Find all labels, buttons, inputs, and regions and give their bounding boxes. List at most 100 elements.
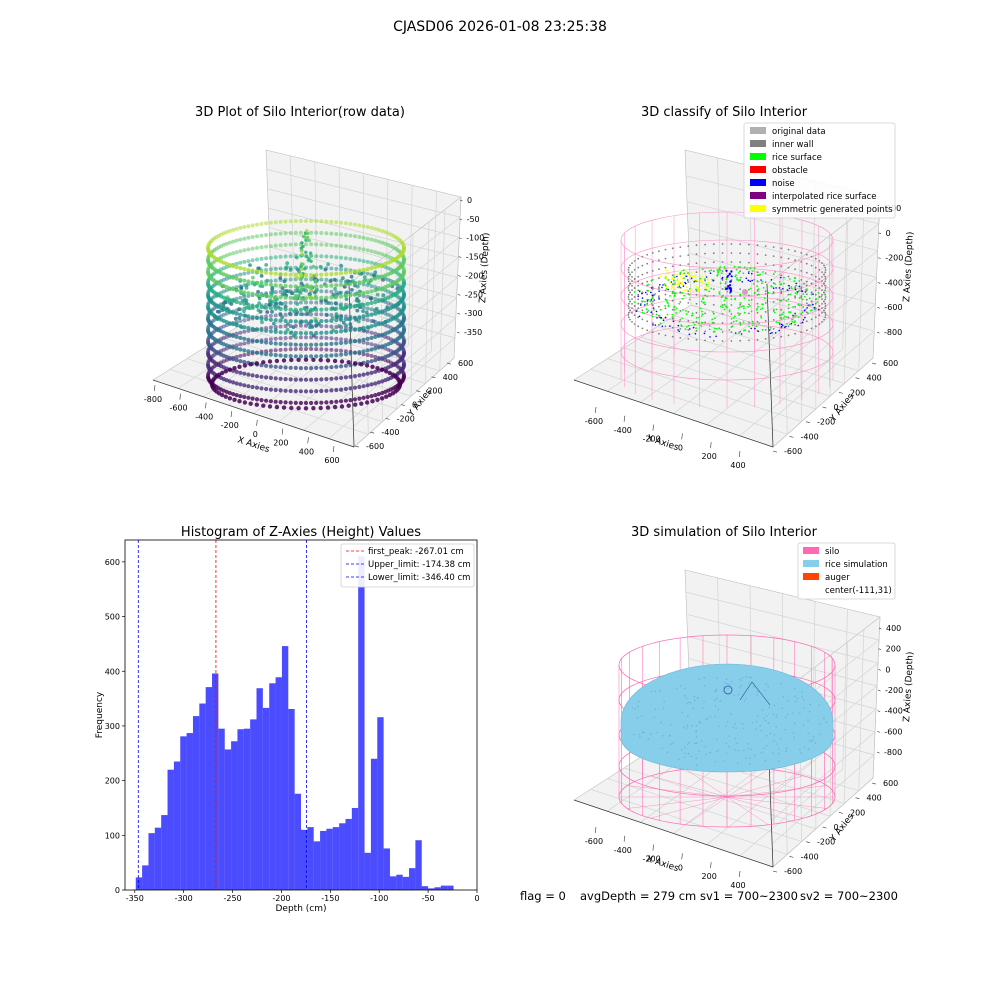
inner-wall-point [824,271,827,274]
noise-point [804,316,806,319]
raw-point [242,259,247,264]
raw-point [250,326,255,331]
rice-texture [775,716,778,719]
raw-point [224,334,229,339]
rice-surface-point [666,301,668,303]
inner-wall-point [823,291,825,294]
raw-point [357,315,362,320]
inner-wall-point [739,321,742,324]
rice-surface-point [673,276,676,279]
rice-surface-point [728,329,731,331]
rice-surface-point [751,320,754,323]
rice-texture [757,691,759,693]
inner-wall-point [721,331,724,333]
rice-texture [721,690,724,693]
raw-point [369,289,374,294]
grid-line [607,778,802,842]
tick-mark [154,384,156,391]
rice-surface-point [752,270,754,272]
raw-point [376,310,381,315]
raw-point [256,266,261,271]
raw-point [270,287,275,292]
raw-point [376,298,381,304]
tick-mark [822,826,827,829]
histogram-bar [256,688,263,890]
noise-point [785,325,787,328]
inner-wall-point [627,302,630,305]
raw-point [329,231,334,236]
raw-point [380,390,385,396]
raw-point [304,250,308,254]
raw-point [264,328,269,333]
raw-point [379,367,385,372]
raw-point [288,388,293,394]
inner-wall-point [721,261,724,263]
raw-point [283,231,288,236]
raw-point [223,369,228,374]
inner-wall-point [821,294,823,296]
rice-texture [723,760,726,762]
histogram-bar [313,841,321,890]
rice-texture [801,691,803,694]
noise-point [778,287,781,289]
inner-wall-point [712,261,715,264]
rice-surface-point [724,281,727,283]
inner-wall-point [821,285,823,287]
inner-wall-point [823,264,825,267]
rice-texture [814,742,817,744]
raw-point [309,377,314,382]
raw-point [373,343,378,348]
rice-texture [684,752,687,755]
raw-point [223,300,228,305]
raw-point [255,234,259,239]
raw-point [303,296,309,301]
rice-surface-point [778,321,780,324]
symmetric-point [669,281,672,284]
raw-point [284,265,289,269]
rice-texture [763,747,765,749]
raw-point [380,379,385,384]
inner-wall-point [721,322,724,324]
raw-point [231,275,236,280]
rice-surface-point [813,308,816,311]
raw-point [298,300,303,305]
raw-point [329,336,334,341]
rice-surface-point [771,286,773,288]
rice-texture [773,704,776,707]
histogram-bar [326,828,333,890]
rice-texture [670,723,672,726]
histogram-bar [370,758,378,890]
raw-point [319,312,324,317]
raw-point [234,334,239,339]
raw-point [242,301,247,306]
raw-point [278,324,283,329]
rice-texture [763,717,766,720]
raw-point [238,353,243,358]
noise-point [684,281,686,284]
raw-point [387,392,392,398]
rice-texture [724,682,726,684]
raw-point [370,399,375,404]
inner-wall-point [627,305,630,307]
tick-mark [370,431,375,434]
tick-label: -600 [366,442,384,451]
raw-point [339,232,344,237]
raw-point [369,249,374,254]
raw-point [234,354,239,359]
raw-point [329,272,334,277]
raw-point [309,312,314,317]
inner-wall-point [712,339,715,342]
raw-point [324,318,329,324]
raw-point [364,363,370,368]
inner-wall-point [721,288,724,290]
rice-surface-point [786,316,788,318]
raw-point [288,300,293,305]
raw-point [278,388,283,393]
raw-point [220,370,225,376]
raw-point [334,376,339,381]
raw-point [339,294,344,299]
inner-wall-point [631,294,633,296]
raw-point [343,256,348,261]
rice-surface-point [742,305,745,308]
inner-wall-point [818,269,821,271]
